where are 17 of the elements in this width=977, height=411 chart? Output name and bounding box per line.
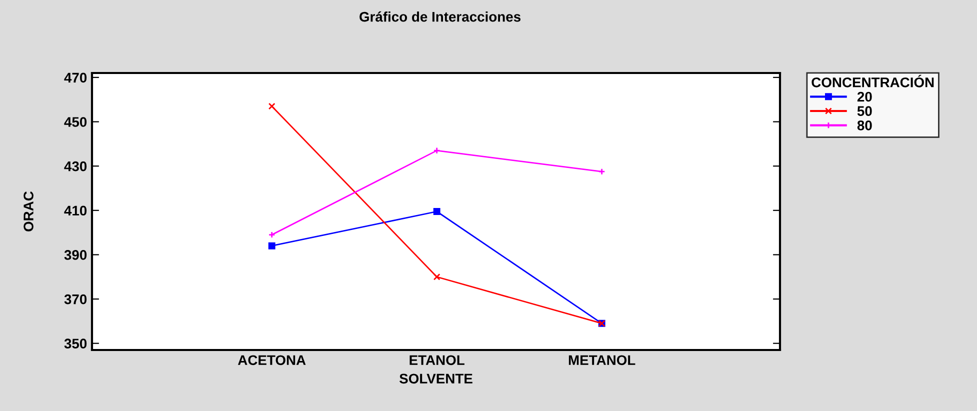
legend-label: 80 [857, 120, 872, 130]
chart-title: Gráfico de Interacciones [360, 11, 520, 22]
x-tick-label: ACETONA [238, 355, 306, 366]
y-tick-label: 450 [64, 117, 87, 127]
legend-label: 50 [857, 106, 872, 116]
legend-label: 20 [857, 92, 872, 102]
y-tick-label: 370 [64, 294, 87, 304]
y-tick-label: 350 [64, 338, 87, 349]
y-axis-title: ORAC [24, 191, 34, 232]
legend-title: CONCENTRACIÓN [812, 74, 934, 88]
y-tick-label: 430 [64, 161, 87, 172]
x-tick-label: METANOL [568, 355, 636, 366]
y-tick-label: 410 [64, 206, 87, 216]
x-axis-title: SOLVENTE [399, 374, 472, 384]
y-tick-label: 470 [64, 72, 87, 83]
x-tick-label: ETANOL [410, 355, 464, 366]
y-tick-label: 390 [64, 250, 87, 260]
